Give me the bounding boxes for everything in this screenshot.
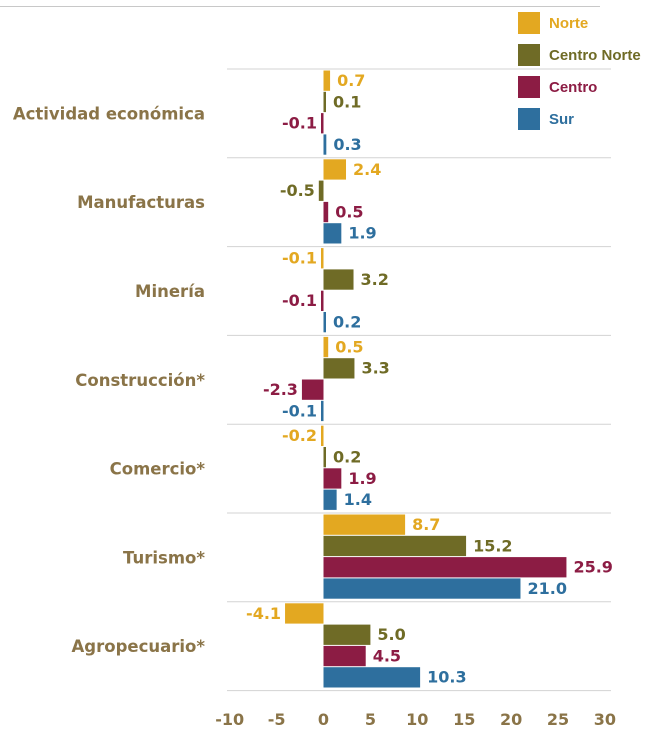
value-label-construccion-norte: 0.5 bbox=[335, 337, 363, 356]
category-label-construccion: Construcción* bbox=[75, 371, 205, 390]
bar-turismo-norte bbox=[323, 514, 406, 535]
value-label-manufacturas-sur: 1.9 bbox=[348, 224, 376, 243]
x-tick-label: -10 bbox=[215, 710, 244, 729]
bar-actividad-economica-norte bbox=[323, 70, 331, 91]
legend-item-centro-norte: Centro Norte bbox=[518, 44, 669, 66]
legend-swatch-centro bbox=[518, 76, 540, 98]
category-label-turismo: Turismo* bbox=[123, 548, 205, 567]
bar-construccion-norte bbox=[323, 336, 329, 358]
x-tick-label: 30 bbox=[594, 710, 616, 729]
value-label-actividad-economica-centro-norte: 0.1 bbox=[333, 92, 361, 111]
bar-turismo-centro-norte bbox=[323, 535, 467, 557]
category-label-actividad-economica: Actividad económica bbox=[13, 104, 205, 123]
value-label-actividad-economica-centro: -0.1 bbox=[282, 114, 317, 133]
category-label-comercio: Comercio* bbox=[110, 460, 206, 479]
bar-comercio-centro bbox=[323, 468, 342, 489]
value-label-construccion-sur: -0.1 bbox=[282, 401, 317, 420]
value-label-construccion-centro-norte: 3.3 bbox=[361, 359, 389, 378]
bar-mineria-centro-norte bbox=[323, 269, 354, 290]
bar-manufacturas-centro-norte bbox=[318, 180, 324, 201]
bar-mineria-centro bbox=[321, 290, 324, 311]
bar-turismo-centro bbox=[323, 557, 567, 578]
category-label-agropecuario: Agropecuario* bbox=[72, 637, 206, 656]
legend-item-sur: Sur bbox=[518, 108, 669, 130]
value-label-agropecuario-norte: -4.1 bbox=[246, 604, 281, 623]
value-label-manufacturas-norte: 2.4 bbox=[353, 160, 381, 179]
bar-manufacturas-sur bbox=[323, 223, 342, 244]
bar-mineria-norte bbox=[321, 248, 324, 269]
legend-item-centro: Centro bbox=[518, 76, 669, 98]
bar-actividad-economica-sur bbox=[323, 134, 327, 155]
bar-turismo-sur bbox=[323, 578, 521, 599]
x-tick-label: 10 bbox=[406, 710, 428, 729]
category-label-mineria: Minería bbox=[135, 282, 205, 301]
legend: Norte Centro Norte Centro Sur bbox=[518, 12, 669, 140]
value-label-comercio-norte: -0.2 bbox=[282, 426, 317, 445]
value-label-turismo-centro: 25.9 bbox=[573, 558, 612, 577]
value-label-mineria-sur: 0.2 bbox=[333, 313, 361, 332]
legend-swatch-centro-norte bbox=[518, 44, 540, 66]
top-rule bbox=[0, 6, 600, 7]
legend-swatch-norte bbox=[518, 12, 540, 34]
value-label-turismo-centro-norte: 15.2 bbox=[473, 536, 512, 555]
bar-agropecuario-norte bbox=[285, 603, 324, 624]
x-tick-label: 25 bbox=[547, 710, 569, 729]
value-label-turismo-norte: 8.7 bbox=[412, 515, 440, 534]
value-label-actividad-economica-sur: 0.3 bbox=[333, 135, 361, 154]
bar-agropecuario-centro-norte bbox=[323, 624, 371, 645]
bar-actividad-economica-centro-norte bbox=[323, 91, 326, 113]
bar-construccion-centro bbox=[301, 379, 324, 400]
legend-label-centro-norte: Centro Norte bbox=[549, 46, 641, 64]
legend-label-norte: Norte bbox=[549, 14, 589, 32]
bar-actividad-economica-centro bbox=[321, 113, 324, 134]
bar-mineria-sur bbox=[323, 312, 326, 333]
bar-comercio-centro-norte bbox=[323, 447, 326, 468]
value-label-manufacturas-centro-norte: -0.5 bbox=[280, 181, 315, 200]
bar-comercio-norte bbox=[321, 425, 324, 446]
value-label-actividad-economica-norte: 0.7 bbox=[337, 71, 365, 90]
x-tick-label: -5 bbox=[268, 710, 286, 729]
value-label-comercio-centro: 1.9 bbox=[348, 469, 376, 488]
value-label-turismo-sur: 21.0 bbox=[527, 579, 566, 598]
legend-label-centro: Centro bbox=[549, 78, 598, 96]
value-label-comercio-sur: 1.4 bbox=[344, 490, 372, 509]
value-label-mineria-centro-norte: 3.2 bbox=[361, 270, 389, 289]
bar-manufacturas-norte bbox=[323, 159, 347, 180]
bar-manufacturas-centro bbox=[323, 201, 329, 223]
value-label-agropecuario-centro-norte: 5.0 bbox=[377, 625, 405, 644]
value-label-mineria-centro: -0.1 bbox=[282, 291, 317, 310]
value-label-agropecuario-sur: 10.3 bbox=[427, 668, 466, 687]
value-label-agropecuario-centro: 4.5 bbox=[373, 646, 401, 665]
value-label-mineria-norte: -0.1 bbox=[282, 249, 317, 268]
value-label-construccion-centro: -2.3 bbox=[263, 380, 298, 399]
legend-label-sur: Sur bbox=[549, 110, 575, 128]
bar-agropecuario-centro bbox=[323, 645, 366, 667]
bar-agropecuario-sur bbox=[323, 667, 421, 688]
bar-comercio-sur bbox=[323, 489, 337, 510]
x-tick-label: 0 bbox=[318, 710, 329, 729]
bar-construccion-centro-norte bbox=[323, 358, 355, 379]
bar-construccion-sur bbox=[321, 400, 324, 422]
x-tick-label: 5 bbox=[365, 710, 376, 729]
x-tick-label: 20 bbox=[500, 710, 522, 729]
value-label-comercio-centro-norte: 0.2 bbox=[333, 448, 361, 467]
x-tick-label: 15 bbox=[453, 710, 475, 729]
legend-item-norte: Norte bbox=[518, 12, 669, 34]
category-label-manufacturas: Manufacturas bbox=[77, 193, 205, 212]
legend-swatch-sur bbox=[518, 108, 540, 130]
value-label-manufacturas-centro: 0.5 bbox=[335, 202, 363, 221]
